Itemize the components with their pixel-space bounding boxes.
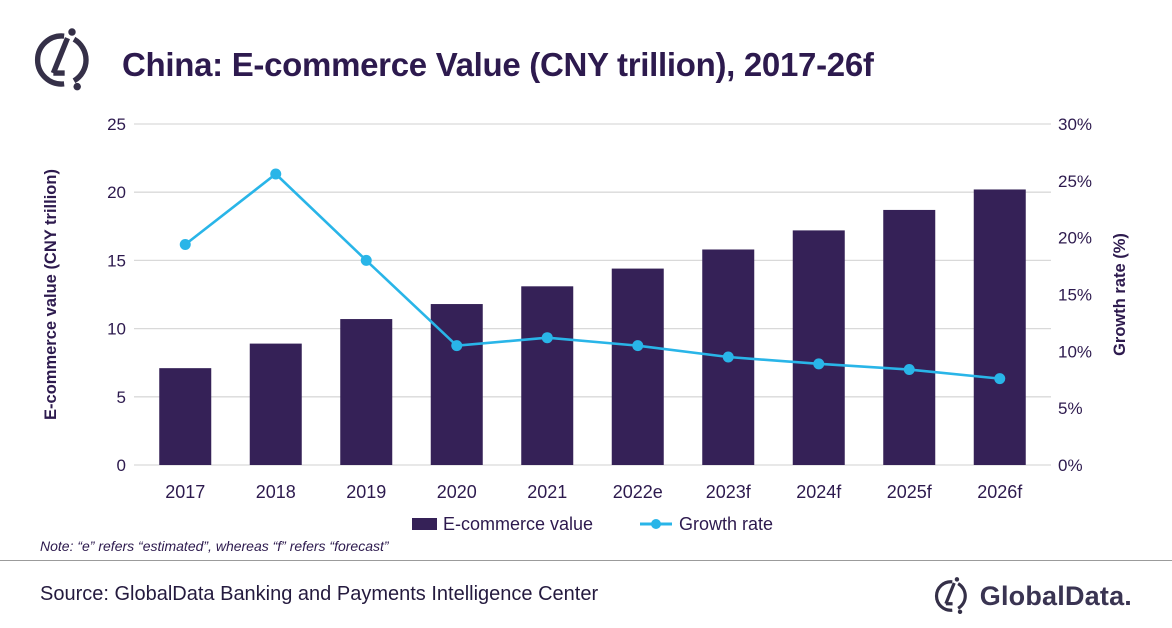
growth-rate-point-2019 [360,254,372,266]
legend-item-ecommerce-value: E-commerce value [411,513,593,535]
bar-2021 [521,286,574,465]
globaldata-footer-logo: GlobalData. [932,574,1132,618]
logo-arc-right [72,36,89,84]
globaldata-logo-icon [934,577,967,615]
x-tick-2026f: 2026f [977,482,1023,502]
legend-item-growth-rate: Growth rate [639,514,773,535]
y-left-tick-25: 25 [107,115,126,134]
bar-2019 [340,319,393,465]
legend-bar-swatch-icon [411,518,437,530]
growth-rate-point-2024f [813,358,825,370]
legend-label-ecommerce-value: E-commerce value [442,513,593,534]
growth-rate-point-2021 [541,332,553,344]
bar-2024f [792,230,845,465]
x-tick-2018: 2018 [256,482,296,502]
x-tick-2022e: 2022e [613,482,663,502]
legend-label-growth-rate: Growth rate [679,513,774,534]
growth-rate-point-2023f [722,351,734,363]
y-right-axis-title: Growth rate (%) [1111,233,1129,356]
y-left-tick-0: 0 [117,456,126,475]
growth-rate-point-2017 [179,238,191,250]
bar-2022e [611,268,664,465]
bar-2018 [249,343,302,465]
y-right-tick-10: 10% [1058,342,1092,361]
combo-chart: 0 5 10 15 20 25 0% 5% 10% 15% 20% 25% 30% E-commerce … [42,115,1129,502]
x-tick-2017: 2017 [165,482,205,502]
x-tick-2021: 2021 [527,482,567,502]
y-right-tick-25: 25% [1058,172,1092,191]
y-left-tick-20: 20 [107,183,126,202]
growth-rate-line [184,172,1000,380]
logo-dot-top [68,28,76,36]
y-left-tick-10: 10 [107,320,126,339]
y-right-tick-20: 20% [1058,229,1092,248]
x-tick-2024f: 2024f [796,482,842,502]
logo-slash [50,37,70,76]
horizontal-divider [0,560,1172,561]
bar-2017 [159,368,212,465]
y-left-tick-5: 5 [117,388,126,407]
page-title: China: E-commerce Value (CNY trillion), … [122,46,874,83]
growth-rate-point-2025f [903,364,915,376]
bar-2026f [973,189,1026,466]
globaldata-logo-icon [34,28,89,91]
y-right-tick-5: 5% [1058,399,1083,418]
bar-2025f [883,209,936,465]
growth-rate-point-2020 [451,340,463,352]
growth-rate-point-2026f [994,373,1006,385]
logo-dot-bottom [73,82,81,91]
growth-rate-point-2022e [632,340,644,352]
chart-legend: E-commerce value Growth rate [140,511,1045,537]
source-text: Source: GlobalData Banking and Payments … [40,583,599,605]
y-right-tick-15: 15% [1058,286,1092,305]
growth-rate-point-2018 [270,168,282,180]
legend-line-marker-icon [640,519,672,529]
globaldata-wordmark: GlobalData. [979,580,1132,611]
x-tick-2019: 2019 [346,482,386,502]
x-tick-2023f: 2023f [706,482,752,502]
y-right-tick-30: 30% [1058,115,1092,134]
footnote: Note: “e” refers “estimated”, whereas “f… [40,538,389,554]
logo-arc-left [34,33,65,87]
x-tick-2020: 2020 [437,482,477,502]
y-left-tick-15: 15 [107,251,126,270]
y-right-tick-0: 0% [1058,456,1083,475]
x-tick-2025f: 2025f [887,482,933,502]
y-left-axis-title: E-commerce value (CNY trillion) [42,169,60,420]
